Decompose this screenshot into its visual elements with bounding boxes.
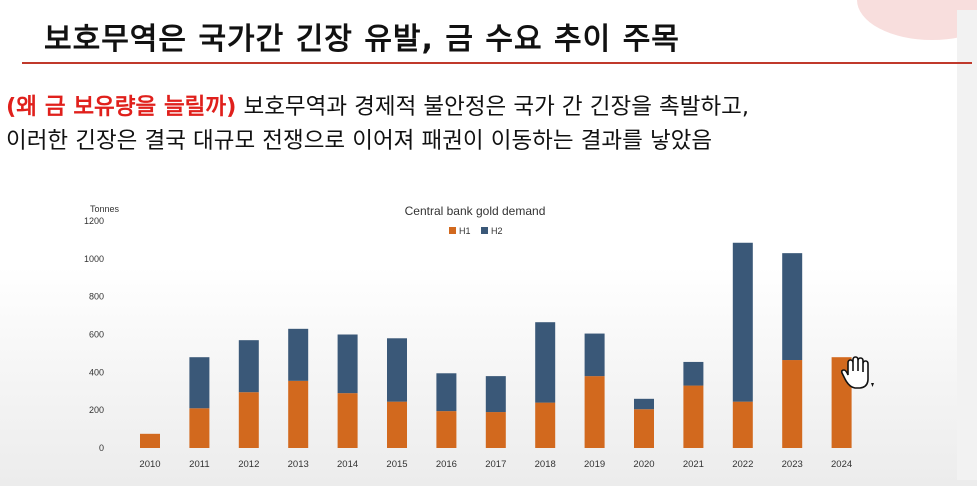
- bar-h2: [634, 398, 654, 410]
- x-tick-label: 2012: [238, 459, 259, 470]
- bar-h2: [387, 338, 407, 402]
- gold-demand-chart: Tonnes Central bank gold demand H1 H2 0 20…: [84, 204, 852, 470]
- x-tick-label: 2023: [782, 459, 803, 470]
- x-tick-label: 2010: [139, 459, 160, 470]
- x-tick-label: 2017: [485, 459, 506, 470]
- x-tick-label: 2021: [683, 459, 704, 470]
- title-underline: [22, 62, 972, 64]
- bar-h1: [782, 360, 803, 448]
- y-tick-label: 1000: [84, 254, 104, 264]
- y-tick-label: 200: [89, 405, 104, 415]
- bar-h1: [535, 402, 556, 448]
- bar-h1: [485, 412, 506, 448]
- x-tick-label: 2018: [535, 459, 556, 470]
- x-tick-label: 2016: [436, 459, 457, 470]
- chart-legend: H1 H2: [449, 226, 503, 236]
- y-tick-label: 1200: [84, 216, 104, 226]
- y-axis-label: Tonnes: [90, 204, 120, 214]
- bar-h2: [485, 376, 506, 413]
- body-line-1-text: 보호무역과 경제적 불안정은 국가 간 긴장을 촉발하고,: [236, 94, 749, 120]
- x-tick-label: 2019: [584, 459, 605, 470]
- x-tick-label: 2011: [189, 459, 209, 470]
- x-tick-label: 2013: [288, 459, 309, 470]
- bar-h1: [238, 392, 259, 448]
- legend-swatch-h1: [449, 227, 456, 234]
- bar-h1: [387, 401, 407, 448]
- bar-h1: [683, 385, 704, 448]
- bar-h1: [732, 401, 753, 448]
- bar-h2: [337, 334, 358, 394]
- legend-swatch-h2: [481, 227, 488, 234]
- highlight-question: (왜 금 보유량을 늘릴까): [6, 94, 237, 120]
- bar-h2: [238, 340, 259, 393]
- hand-cursor-icon: [840, 356, 874, 389]
- bar-h2: [782, 253, 803, 361]
- bars: [140, 242, 852, 448]
- y-tick-label: 600: [89, 330, 104, 340]
- bar-h1: [288, 380, 309, 448]
- y-tick-label: 0: [99, 443, 104, 453]
- bar-h1: [189, 408, 210, 448]
- legend-label-h1: H1: [459, 226, 471, 236]
- bar-h1: [436, 411, 457, 448]
- chart-title: Central bank gold demand: [405, 204, 546, 218]
- bar-h1: [584, 376, 605, 448]
- x-tick-label: 2024: [831, 459, 852, 470]
- bar-h2: [436, 373, 457, 412]
- bar-h2: [683, 361, 704, 386]
- bar-h1: [337, 393, 358, 448]
- body-text: (왜 금 보유량을 늘릴까) 보호무역과 경제적 불안정은 국가 간 긴장을 촉…: [6, 90, 971, 158]
- x-axis: 2010 2011 2012 2013 2014 2015 2016 2017 2018 2019…: [139, 459, 852, 470]
- bar-h1: [140, 433, 160, 448]
- bar-h1: [634, 409, 654, 448]
- y-axis: 0 200 400 600 800 1000 1200: [84, 216, 104, 453]
- body-line-2: 이러한 긴장은 결국 대규모 전쟁으로 이어져 패권이 이동하는 결과를 낳았음: [6, 124, 971, 158]
- bar-h2: [584, 333, 605, 377]
- bar-h2: [535, 322, 556, 403]
- x-tick-label: 2022: [732, 459, 753, 470]
- y-tick-label: 800: [89, 292, 104, 302]
- body-line-1: (왜 금 보유량을 늘릴까) 보호무역과 경제적 불안정은 국가 간 긴장을 촉…: [6, 90, 971, 124]
- x-tick-label: 2014: [337, 459, 358, 470]
- x-tick-label: 2015: [386, 459, 407, 470]
- decorative-edge: [957, 10, 977, 480]
- y-tick-label: 400: [89, 367, 104, 377]
- x-tick-label: 2020: [633, 459, 654, 470]
- slide-title: 보호무역은 국가간 긴장 유발, 금 수요 추이 주목: [44, 22, 680, 57]
- bar-h2: [732, 242, 753, 402]
- body-line-2-text: 이러한 긴장은 결국 대규모 전쟁으로 이어져 패권이 이동하는 결과를 낳았음: [6, 128, 713, 154]
- bar-h2: [189, 357, 210, 409]
- legend-label-h2: H2: [491, 226, 503, 236]
- bar-h2: [288, 328, 309, 381]
